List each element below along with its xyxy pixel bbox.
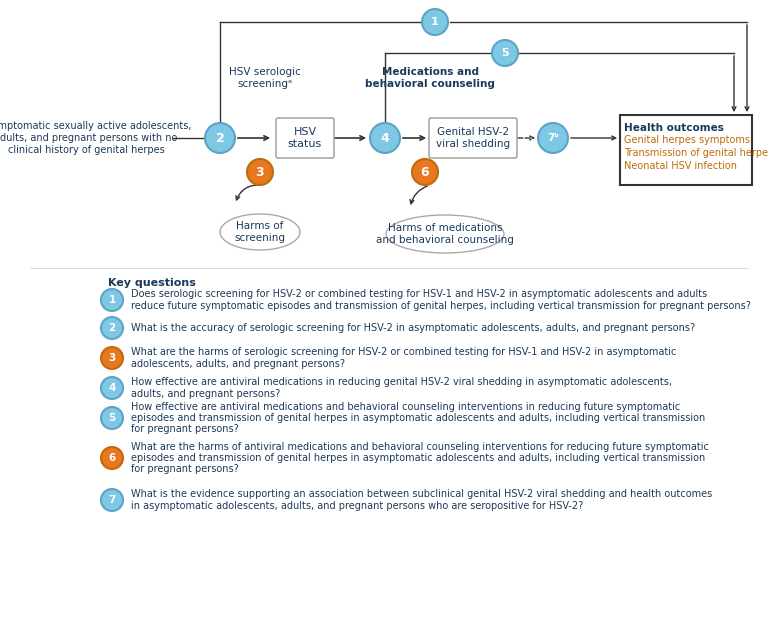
Circle shape <box>370 123 400 153</box>
Text: 6: 6 <box>108 453 116 463</box>
Circle shape <box>101 347 123 369</box>
Circle shape <box>101 377 123 399</box>
Text: 1: 1 <box>431 17 439 27</box>
Text: 2: 2 <box>108 323 116 333</box>
Circle shape <box>101 447 123 469</box>
Text: What are the harms of antiviral medications and behavioral counseling interventi: What are the harms of antiviral medicati… <box>131 442 709 452</box>
Circle shape <box>101 407 123 429</box>
Text: Harms of medications
and behavioral counseling: Harms of medications and behavioral coun… <box>376 223 514 245</box>
Text: 6: 6 <box>421 165 429 179</box>
Text: Key questions: Key questions <box>108 278 196 288</box>
FancyBboxPatch shape <box>429 118 517 158</box>
Text: What is the accuracy of serologic screening for HSV-2 in asymptomatic adolescent: What is the accuracy of serologic screen… <box>131 323 695 333</box>
Text: 7: 7 <box>108 495 116 505</box>
Text: Genital HSV-2
viral shedding: Genital HSV-2 viral shedding <box>436 127 510 149</box>
Text: in asymptomatic adolescents, adults, and pregnant persons who are seropositive f: in asymptomatic adolescents, adults, and… <box>131 501 583 511</box>
Text: 4: 4 <box>381 131 389 145</box>
Ellipse shape <box>220 214 300 250</box>
Circle shape <box>412 159 438 185</box>
Text: Genital herpes symptoms: Genital herpes symptoms <box>624 135 750 145</box>
Text: How effective are antiviral medications in reducing genital HSV-2 viral shedding: How effective are antiviral medications … <box>131 377 672 387</box>
Text: Does serologic screening for HSV-2 or combined testing for HSV-1 and HSV-2 in as: Does serologic screening for HSV-2 or co… <box>131 289 707 299</box>
Text: Harms of
screening: Harms of screening <box>234 221 286 243</box>
Circle shape <box>101 317 123 339</box>
Circle shape <box>101 489 123 511</box>
Text: Neonatal HSV infection: Neonatal HSV infection <box>624 161 737 171</box>
Text: for pregnant persons?: for pregnant persons? <box>131 464 239 474</box>
Text: How effective are antiviral medications and behavioral counseling interventions : How effective are antiviral medications … <box>131 401 680 411</box>
Text: episodes and transmission of genital herpes in asymptomatic adolescents and adul: episodes and transmission of genital her… <box>131 413 705 423</box>
Text: 5: 5 <box>108 413 116 423</box>
Text: 5: 5 <box>502 48 509 58</box>
Circle shape <box>492 40 518 66</box>
Circle shape <box>247 159 273 185</box>
Circle shape <box>205 123 235 153</box>
Text: Transmission of genital herpes: Transmission of genital herpes <box>624 148 768 158</box>
Text: 4: 4 <box>108 383 116 393</box>
Text: 2: 2 <box>216 131 224 145</box>
Text: adults, and pregnant persons?: adults, and pregnant persons? <box>131 389 280 399</box>
Circle shape <box>101 289 123 311</box>
Text: HSV
status: HSV status <box>288 127 322 149</box>
Text: 7ᵇ: 7ᵇ <box>547 133 559 143</box>
Text: Health outcomes: Health outcomes <box>624 123 724 133</box>
FancyBboxPatch shape <box>276 118 334 158</box>
Text: Asymptomatic sexually active adolescents,
adults, and pregnant persons with no
c: Asymptomatic sexually active adolescents… <box>0 121 192 155</box>
Text: reduce future symptomatic episodes and transmission of genital herpes, including: reduce future symptomatic episodes and t… <box>131 301 751 311</box>
Text: episodes and transmission of genital herpes in asymptomatic adolescents and adul: episodes and transmission of genital her… <box>131 453 705 463</box>
Text: Medications and
behavioral counseling: Medications and behavioral counseling <box>365 67 495 89</box>
Text: HSV serologic
screeningᵃ: HSV serologic screeningᵃ <box>229 67 301 89</box>
Circle shape <box>422 9 448 35</box>
Text: 3: 3 <box>108 353 116 363</box>
FancyBboxPatch shape <box>620 115 752 185</box>
Text: for pregnant persons?: for pregnant persons? <box>131 425 239 435</box>
Text: What is the evidence supporting an association between subclinical genital HSV-2: What is the evidence supporting an assoc… <box>131 489 712 499</box>
Text: What are the harms of serologic screening for HSV-2 or combined testing for HSV-: What are the harms of serologic screenin… <box>131 347 677 357</box>
Circle shape <box>538 123 568 153</box>
Text: 1: 1 <box>108 295 116 305</box>
Text: 3: 3 <box>256 165 264 179</box>
Text: adolescents, adults, and pregnant persons?: adolescents, adults, and pregnant person… <box>131 359 345 369</box>
Ellipse shape <box>386 215 504 253</box>
